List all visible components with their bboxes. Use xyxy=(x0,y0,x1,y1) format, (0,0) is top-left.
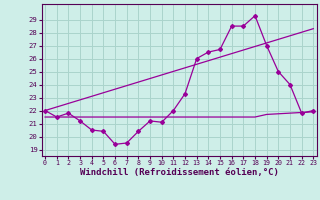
X-axis label: Windchill (Refroidissement éolien,°C): Windchill (Refroidissement éolien,°C) xyxy=(80,168,279,177)
